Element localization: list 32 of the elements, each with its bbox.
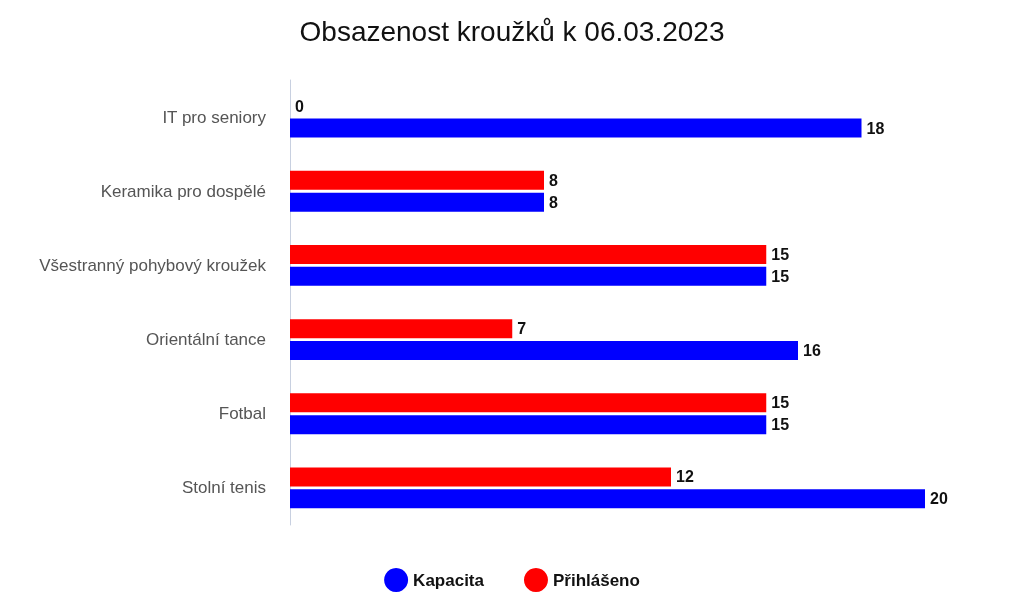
chart-title: Obsazenost kroužků k 06.03.2023 <box>299 15 725 47</box>
data-label: 8 <box>549 171 558 189</box>
data-label: 8 <box>549 193 558 211</box>
data-label: 20 <box>930 490 948 508</box>
data-label: 15 <box>771 267 790 285</box>
y-tick-label: Orientální tance <box>145 330 266 350</box>
data-label: 7 <box>517 320 527 338</box>
y-tick-label: Fotbal <box>218 404 266 424</box>
y-tick-label: IT pro seniory <box>162 107 267 127</box>
bar <box>290 192 544 212</box>
bar <box>290 393 767 413</box>
bar <box>290 170 544 190</box>
bar <box>290 489 925 509</box>
bar <box>290 118 862 138</box>
y-tick-label: Stolní tenis <box>181 478 266 498</box>
legend-label: Kapacita <box>413 570 485 590</box>
data-label: 15 <box>771 394 790 412</box>
bar <box>290 341 798 361</box>
data-label: 15 <box>771 245 790 263</box>
data-label: 0 <box>295 97 304 115</box>
data-label: 12 <box>676 468 694 486</box>
data-label: 16 <box>803 342 821 360</box>
bar <box>290 467 671 487</box>
legend-label: Přihlášeno <box>552 570 640 590</box>
bar <box>290 244 767 264</box>
bar <box>290 266 767 286</box>
bar <box>290 319 513 339</box>
y-tick-label: Keramika pro dospělé <box>100 181 266 201</box>
data-label: 15 <box>771 416 790 434</box>
bar <box>290 415 767 435</box>
data-label: 18 <box>866 119 885 137</box>
y-tick-label: Všestranný pohybový kroužek <box>39 255 267 275</box>
